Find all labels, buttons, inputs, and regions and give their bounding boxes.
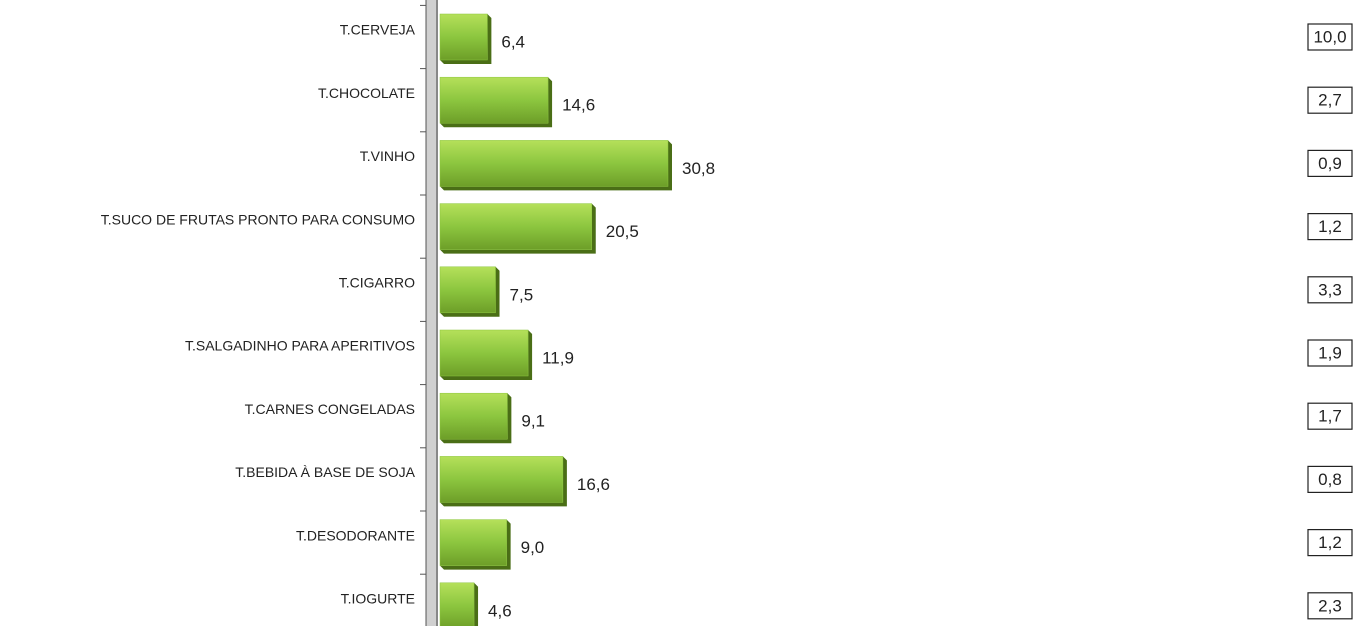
value-label: 11,9: [542, 348, 574, 367]
axis-wall: [426, 0, 437, 626]
bar: [439, 582, 475, 626]
index-value-label: 1,2: [1318, 533, 1342, 552]
index-box: [1307, 86, 1353, 114]
index-value-label: 0,9: [1318, 154, 1342, 173]
category-label: T.VINHO: [360, 148, 415, 164]
category-label: T.DESODORANTE: [296, 527, 415, 543]
index-box: [1307, 592, 1353, 620]
bar: [439, 456, 564, 503]
index-value-label: 1,7: [1318, 407, 1342, 426]
bar: [439, 76, 549, 124]
index-box: [1307, 339, 1353, 367]
bar: [439, 140, 669, 187]
bar-shade: [474, 582, 479, 626]
value-label: 16,6: [577, 475, 610, 494]
category-label: T.CIGARRO: [339, 275, 415, 291]
value-label: 9,1: [521, 412, 545, 431]
category-label: T.CERVEJA: [340, 22, 416, 38]
index-box: [1307, 213, 1353, 241]
bar: [439, 519, 507, 566]
index-box: [1307, 149, 1353, 177]
index-value-label: 10,0: [1313, 27, 1346, 46]
category-label: T.SALGADINHO PARA APERITIVOS: [185, 338, 415, 354]
bar: [439, 266, 496, 314]
bar: [439, 392, 508, 440]
category-label: T.SUCO DE FRUTAS PRONTO PARA CONSUMO: [101, 211, 415, 227]
index-value-label: 2,7: [1318, 91, 1342, 110]
value-label: 7,5: [510, 285, 534, 304]
value-label: 9,0: [521, 538, 545, 557]
value-label: 4,6: [488, 601, 512, 620]
index-value-label: 1,9: [1318, 343, 1342, 362]
value-label: 20,5: [606, 222, 639, 241]
index-box: [1307, 276, 1353, 304]
value-label: 14,6: [562, 96, 595, 115]
category-label: T.IOGURTE: [341, 591, 415, 607]
category-label: T.CHOCOLATE: [318, 85, 415, 101]
index-box: [1307, 528, 1353, 557]
value-label: 6,4: [501, 32, 525, 51]
index-value-label: 3,3: [1318, 280, 1342, 299]
index-value-label: 1,2: [1318, 217, 1342, 236]
index-value-label: 2,3: [1318, 596, 1342, 615]
bar: [439, 13, 488, 61]
category-label: T.BEBIDA À BASE DE SOJA: [235, 464, 415, 480]
bar: [439, 203, 593, 250]
index-value-label: 0,8: [1318, 470, 1342, 489]
category-label: T.CARNES CONGELADAS: [245, 401, 415, 417]
index-box: [1307, 23, 1353, 51]
index-box: [1307, 402, 1353, 430]
value-label: 30,8: [682, 159, 715, 178]
bar: [439, 329, 529, 377]
index-box: [1307, 465, 1353, 493]
